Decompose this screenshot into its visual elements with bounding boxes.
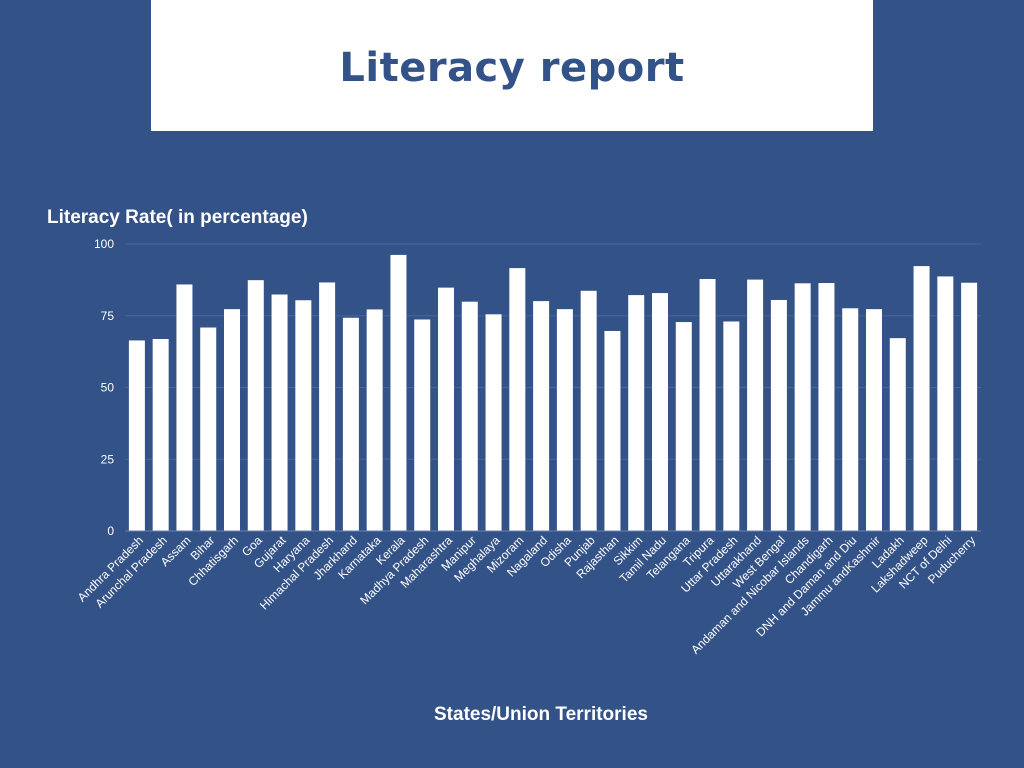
bar <box>747 279 764 531</box>
bar <box>580 290 597 531</box>
bar <box>295 300 312 531</box>
bar <box>200 327 217 531</box>
bar <box>889 338 906 531</box>
bar <box>794 283 811 531</box>
bar <box>842 308 859 531</box>
y-tick-label: 100 <box>94 237 114 251</box>
slide-title: Literacy report <box>339 44 685 91</box>
bar <box>461 301 478 531</box>
bar <box>247 280 264 531</box>
title-box: Literacy report <box>151 0 873 131</box>
bar <box>319 282 336 531</box>
bar <box>770 299 787 531</box>
bar <box>533 301 550 531</box>
bar <box>271 294 288 531</box>
bar <box>509 268 526 531</box>
bar <box>485 314 502 531</box>
y-tick-label: 75 <box>101 309 115 323</box>
bar <box>628 295 645 531</box>
bar <box>390 254 407 531</box>
bar <box>342 317 359 531</box>
bar <box>224 309 240 531</box>
bar <box>556 309 573 531</box>
bar <box>438 287 454 531</box>
bar <box>675 322 692 531</box>
bar <box>152 338 169 531</box>
bar <box>604 330 621 531</box>
y-axis-label: Literacy Rate( in percentage) <box>47 207 308 228</box>
y-tick-label: 0 <box>107 524 114 538</box>
y-tick-label: 25 <box>101 452 115 466</box>
bar <box>414 319 431 531</box>
y-tick-label: 50 <box>101 381 115 395</box>
bar <box>128 340 145 531</box>
bar <box>913 266 930 531</box>
bar <box>176 284 193 531</box>
bar <box>937 276 954 531</box>
bar <box>866 309 882 531</box>
y-tick-labels: 0 25 50 75 100 <box>94 237 114 538</box>
bars <box>128 254 978 531</box>
gridlines <box>125 243 981 460</box>
bar <box>961 282 978 531</box>
bar <box>366 309 383 531</box>
bar <box>818 283 835 531</box>
bar <box>699 279 716 531</box>
bar <box>723 321 740 531</box>
bar <box>652 293 668 531</box>
x-axis-label: States/Union Territories <box>434 704 648 725</box>
